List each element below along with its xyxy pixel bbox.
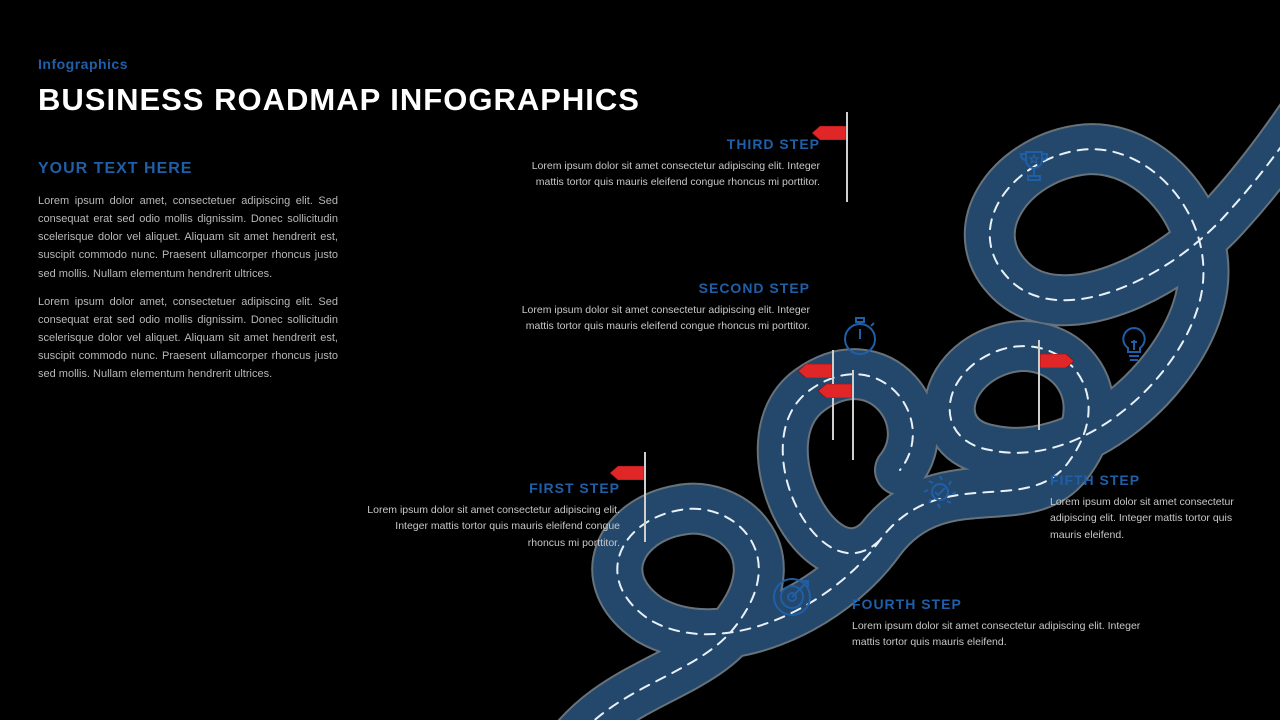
sidebar-body: Lorem ipsum dolor amet, consectetuer adi…	[38, 192, 338, 383]
sidebar-para-2: Lorem ipsum dolor amet, consectetuer adi…	[38, 293, 338, 384]
step-fifth: FIFTH STEP Lorem ipsum dolor sit amet con…	[1050, 472, 1260, 543]
step-title: FIFTH STEP	[1050, 472, 1260, 488]
step-third: THIRD STEP Lorem ipsum dolor sit amet con…	[530, 136, 820, 191]
stopwatch-icon	[838, 314, 882, 358]
signpost-fourth	[850, 370, 856, 460]
bulb-icon	[1112, 322, 1156, 366]
step-body: Lorem ipsum dolor sit amet consectetur a…	[520, 302, 810, 335]
gear-icon	[918, 470, 962, 514]
step-title: FIRST STEP	[360, 480, 620, 496]
sidebar-text: YOUR TEXT HERE Lorem ipsum dolor amet, c…	[38, 160, 338, 393]
step-body: Lorem ipsum dolor sit amet consectetur a…	[360, 502, 620, 551]
step-second: SECOND STEP Lorem ipsum dolor sit amet co…	[520, 280, 810, 335]
trophy-icon	[1012, 144, 1056, 188]
step-first: FIRST STEP Lorem ipsum dolor sit amet con…	[360, 480, 620, 551]
signpost-first	[642, 452, 648, 542]
sidebar-heading: YOUR TEXT HERE	[38, 160, 338, 178]
step-title: FOURTH STEP	[852, 596, 1142, 612]
step-body: Lorem ipsum dolor sit amet consectetur a…	[852, 618, 1142, 651]
signpost-third	[844, 112, 850, 202]
target-icon	[770, 575, 814, 619]
signpost-fifth	[1036, 340, 1042, 430]
step-title: THIRD STEP	[530, 136, 820, 152]
sidebar-para-1: Lorem ipsum dolor amet, consectetuer adi…	[38, 192, 338, 283]
sign-flag-icon	[798, 364, 832, 378]
sign-flag-icon	[1040, 354, 1074, 368]
header: Infographics BUSINESS ROADMAP INFOGRAPHI…	[38, 56, 640, 118]
step-body: Lorem ipsum dolor sit amet consectetur a…	[530, 158, 820, 191]
sign-flag-icon	[818, 384, 852, 398]
step-fourth: FOURTH STEP Lorem ipsum dolor sit amet co…	[852, 596, 1142, 651]
page-title: BUSINESS ROADMAP INFOGRAPHICS	[38, 82, 640, 118]
sign-flag-icon	[812, 126, 846, 140]
sign-flag-icon	[610, 466, 644, 480]
eyebrow: Infographics	[38, 56, 640, 72]
step-body: Lorem ipsum dolor sit amet consectetur a…	[1050, 494, 1260, 543]
step-title: SECOND STEP	[520, 280, 810, 296]
